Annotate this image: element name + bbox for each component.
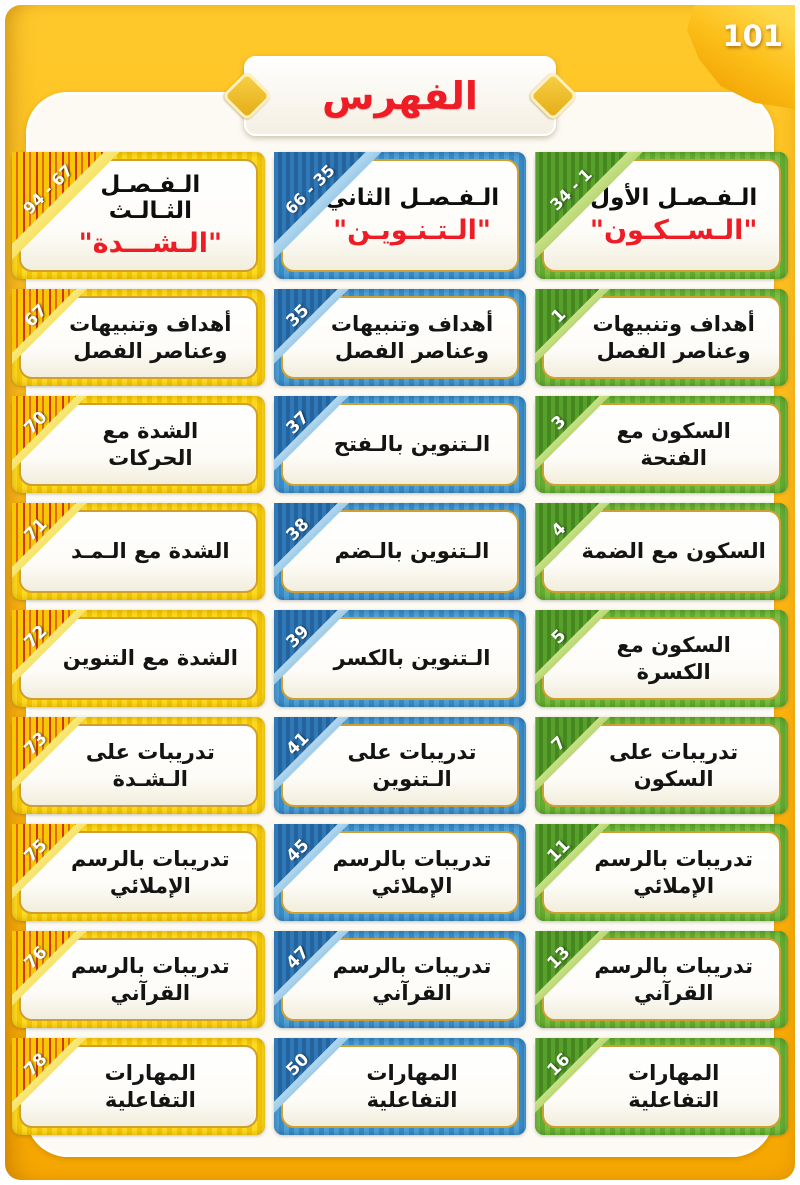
entry-label: السكون مع الفتحة [616,419,731,470]
page-number-fold: 13 [535,931,611,1006]
chapter-subtitle: "الـشـــدة" [78,228,223,259]
page-number-fold: 7 [535,717,611,792]
page-number-fold: 76 [12,931,87,1006]
entry-label: تدريبات بالرسم الإملائي [70,847,230,898]
title-banner: الفهرس [244,56,556,136]
toc-entry: 39 الـتنوين بالكسر [273,610,527,707]
page-range-fold: 94 - 67 [12,152,120,260]
toc-entry: 35 أهداف وتنبيهات وعناصر الفصل [273,289,527,386]
entry-label: المهارات التفاعلية [366,1061,458,1112]
toc-entry: 70 الشدة مع الحركات [12,396,265,493]
page-number-fold: 4 [535,503,611,578]
chapter-title: الـفـصـل الأول [590,185,758,211]
page-number-fold: 50 [273,1038,349,1113]
entry-label: تدريبات بالرسم الإملائي [594,847,754,898]
gold-diamond-ornament-icon [224,73,270,119]
toc-entry: 67 أهداف وتنبيهات وعناصر الفصل [12,289,265,386]
chapter-3-header-card: 94 - 67 الـفـصـل الثـالـث "الـشـــدة" [12,152,265,279]
page-number-fold: 1 [535,289,611,364]
page-number-fold: 3 [535,396,611,471]
toc-entry: 13 تدريبات بالرسم القرآني [535,931,788,1028]
entry-label: تدريبات بالرسم القرآني [594,954,754,1005]
toc-entry: 3 السكون مع الفتحة [535,396,788,493]
chapter-2-column: 66 - 35 الـفـصـل الثاني "الـتـنـويـن" 35… [273,152,527,1135]
entry-label: أهداف وتنبيهات وعناصر الفصل [330,312,494,363]
toc-entry: 47 تدريبات بالرسم القرآني [273,931,527,1028]
entry-label: تدريبات على السكون [609,740,739,791]
toc-entry: 73 تدريبات على الـشـدة [12,717,265,814]
entry-label: الشدة مع الـمـد [71,539,230,564]
page-number-fold: 78 [12,1038,87,1113]
toc-entry: 41 تدريبات على الـتنوين [273,717,527,814]
page-range-fold: 34 - 1 [535,152,643,260]
entry-label: الـتنوين بالكسر [333,646,491,671]
page-number-fold: 67 [12,289,87,364]
toc-entry: 5 السكون مع الكسرة [535,610,788,707]
entry-label: أهداف وتنبيهات وعناصر الفصل [592,312,755,363]
entry-label: السكون مع الكسرة [616,633,731,684]
page-number-fold: 35 [273,289,349,364]
page-number: 101 [722,19,783,53]
entry-label: المهارات التفاعلية [104,1061,196,1112]
entry-label: الشدة مع التنوين [62,646,238,671]
page-number-fold: 5 [535,610,611,685]
toc-columns: 34 - 1 الـفـصـل الأول "الـســكـون" 1 أهد… [12,152,788,1135]
chapter-3-column: 94 - 67 الـفـصـل الثـالـث "الـشـــدة" 67… [12,152,265,1135]
toc-entry: 37 الـتنوين بالـفتح [273,396,527,493]
page-number-fold: 38 [273,503,349,578]
entry-label: تدريبات بالرسم القرآني [332,954,492,1005]
chapter-1-column: 34 - 1 الـفـصـل الأول "الـســكـون" 1 أهد… [535,152,788,1135]
entry-label: الـتنوين بالـضم [334,539,490,564]
toc-entry: 11 تدريبات بالرسم الإملائي [535,824,788,921]
page-number-fold: 73 [12,717,87,792]
page-number-fold: 16 [535,1038,611,1113]
page-range-fold: 66 - 35 [273,152,382,260]
toc-entry: 71 الشدة مع الـمـد [12,503,265,600]
entry-label: تدريبات على الـتنوين [347,740,477,791]
chapter-2-header-card: 66 - 35 الـفـصـل الثاني "الـتـنـويـن" [273,152,527,279]
entry-label: تدريبات بالرسم القرآني [70,954,230,1005]
page-number-fold: 71 [12,503,87,578]
toc-entry: 38 الـتنوين بالـضم [273,503,527,600]
page-number-fold: 72 [12,610,87,685]
chapter-1-header-card: 34 - 1 الـفـصـل الأول "الـســكـون" [535,152,788,279]
chapter-title: الـفـصـل الثـالـث [100,172,201,224]
toc-entry: 16 المهارات التفاعلية [535,1038,788,1135]
gold-diamond-ornament-icon [530,73,576,119]
page-number-fold: 75 [12,824,87,899]
chapter-title: الـفـصـل الثاني [324,185,500,211]
toc-entry: 72 الشدة مع التنوين [12,610,265,707]
toc-entry: 4 السكون مع الضمة [535,503,788,600]
page-number-fold: 41 [273,717,349,792]
entry-label: المهارات التفاعلية [628,1061,720,1112]
toc-entry: 7 تدريبات على السكون [535,717,788,814]
toc-entry: 45 تدريبات بالرسم الإملائي [273,824,527,921]
chapter-subtitle: "الـتـنـويـن" [333,215,491,246]
toc-entry: 1 أهداف وتنبيهات وعناصر الفصل [535,289,788,386]
page-number-fold: 37 [273,396,349,471]
chapter-subtitle: "الـســكـون" [589,215,758,246]
page-title: الفهرس [322,74,478,118]
entry-label: أهداف وتنبيهات وعناصر الفصل [69,312,232,363]
entry-label: السكون مع الضمة [581,539,766,564]
toc-entry: 76 تدريبات بالرسم القرآني [12,931,265,1028]
toc-entry: 75 تدريبات بالرسم الإملائي [12,824,265,921]
page-number-fold: 47 [273,931,349,1006]
toc-entry: 78 المهارات التفاعلية [12,1038,265,1135]
page-number-fold: 70 [12,396,87,471]
toc-entry: 50 المهارات التفاعلية [273,1038,527,1135]
page-number-fold: 39 [273,610,349,685]
entry-label: تدريبات بالرسم الإملائي [332,847,492,898]
entry-label: تدريبات على الـشـدة [85,740,215,791]
page-number-fold: 45 [273,824,349,899]
entry-label: الـتنوين بالـفتح [333,432,491,457]
page-number-fold: 11 [535,824,611,899]
entry-label: الشدة مع الحركات [102,419,199,470]
